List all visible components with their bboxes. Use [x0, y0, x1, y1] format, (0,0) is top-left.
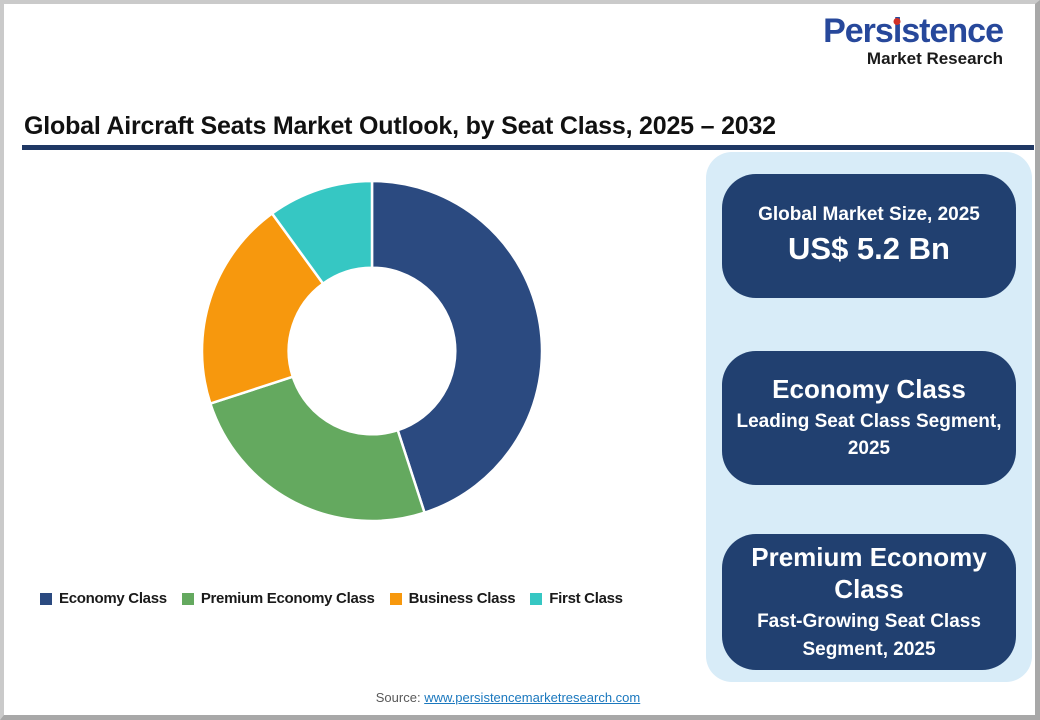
highlights-panel: Global Market Size, 2025 US$ 5.2 Bn Econ…: [706, 152, 1032, 682]
legend-label-premium-economy-class: Premium Economy Class: [200, 590, 375, 607]
source-line: Source: www.persistencemarketresearch.co…: [376, 690, 640, 705]
donut-chart: [200, 179, 544, 523]
brand-logo-text-pre: Pers: [823, 12, 894, 50]
market-size-card: Global Market Size, 2025 US$ 5.2 Bn: [722, 174, 1016, 298]
donut-slice-first-class: [270, 179, 374, 285]
brand-logo-subtitle: Market Research: [866, 49, 1003, 68]
chart-legend: Economy Class Premium Economy Class Busi…: [40, 590, 623, 607]
legend-marker-economy-class-icon: [40, 592, 52, 605]
legend-marker-business-class-icon: [389, 592, 402, 605]
title-underline: [22, 145, 1034, 150]
legend-item-economy-class: Economy Class: [40, 590, 167, 607]
legend-item-first-class: First Class: [530, 590, 623, 607]
legend-marker-first-class-icon: [530, 592, 543, 605]
donut-slice-economy-class: [370, 179, 544, 514]
brand-logo-red-dot-i: i: [892, 12, 903, 50]
market-size-value: US$ 5.2 Bn: [788, 231, 950, 267]
legend-item-premium-economy-class: Premium Economy Class: [181, 590, 375, 607]
page-title: Global Aircraft Seats Market Outlook, by…: [24, 112, 776, 140]
fast-growing-segment-subtitle: Fast-Growing Seat Class Segment, 2025: [757, 610, 981, 660]
legend-item-business-class: Business Class: [389, 590, 516, 607]
leading-segment-title: Economy Class: [772, 374, 966, 405]
brand-logo-wordmark: Persistence: [823, 12, 1004, 50]
market-size-card-title: Global Market Size, 2025: [758, 203, 980, 225]
fast-growing-segment-title: Premium Economy Class: [751, 541, 987, 605]
fast-growing-segment-card: Premium Economy Class Fast-Growing Seat …: [722, 534, 1016, 670]
leading-segment-card: Economy Class Leading Seat Class Segment…: [722, 351, 1016, 485]
leading-segment-subtitle: Leading Seat Class Segment, 2025: [736, 410, 1002, 460]
source-link[interactable]: www.persistencemarketresearch.com: [424, 690, 641, 705]
donut-slice-business-class: [200, 212, 325, 405]
brand-logo-text-post: stence: [901, 12, 1004, 50]
brand-logo: Persistence Market Research: [823, 12, 1004, 68]
legend-marker-premium-economy-class-icon: [181, 592, 194, 605]
legend-label-business-class: Business Class: [408, 590, 516, 607]
legend-label-first-class: First Class: [549, 590, 623, 607]
donut-slice-premium-economy-class: [209, 375, 426, 523]
legend-label-economy-class: Economy Class: [59, 590, 167, 607]
source-label: Source:: [375, 690, 421, 705]
